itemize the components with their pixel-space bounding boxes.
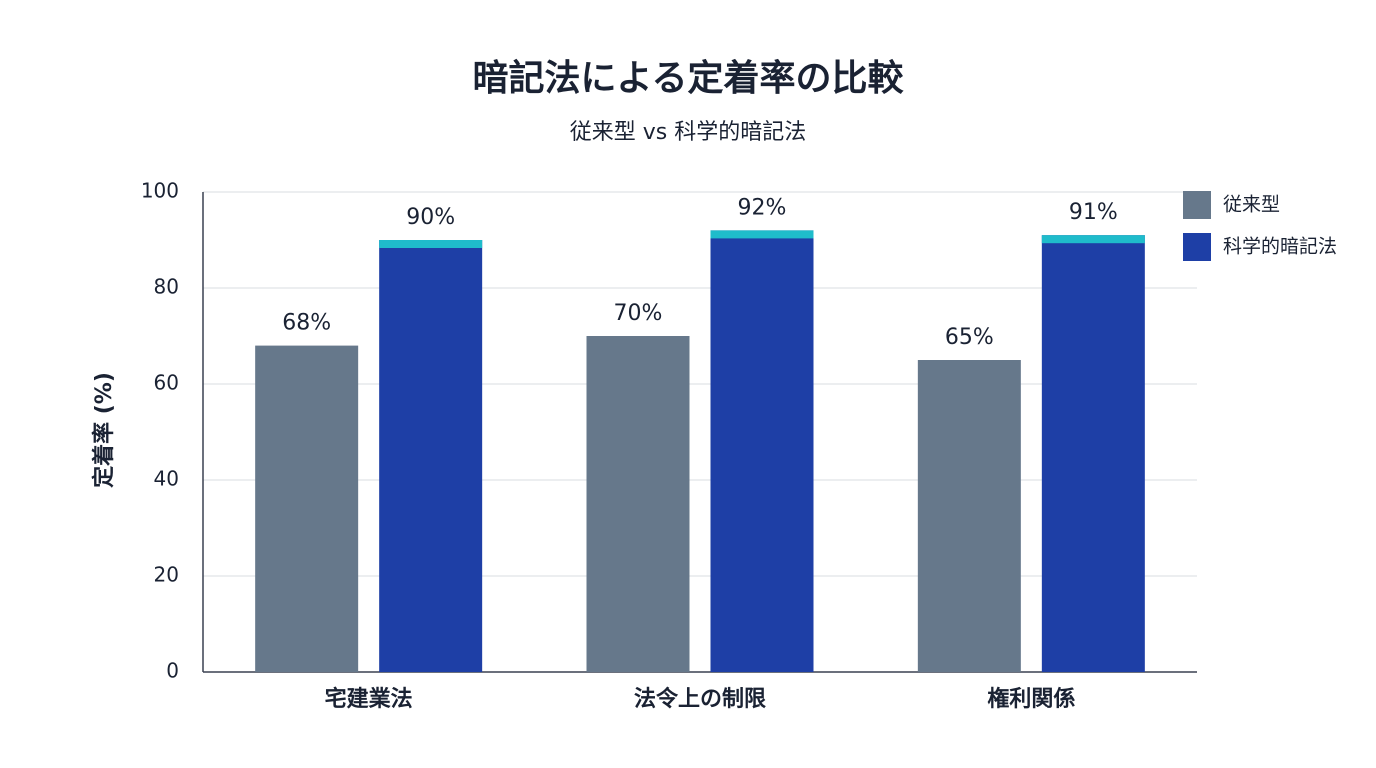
legend-label: 科学的暗記法 — [1223, 236, 1337, 258]
x-tick-label: 宅建業法 — [325, 686, 413, 712]
value-label: 91% — [1069, 200, 1118, 225]
bar-cap — [379, 240, 483, 248]
x-tick-label: 法令上の制限 — [634, 686, 766, 712]
value-label: 65% — [945, 325, 994, 350]
y-tick-label: 100 — [141, 179, 179, 203]
y-tick-label: 0 — [166, 659, 179, 683]
bar — [1041, 235, 1145, 672]
legend-swatch — [1183, 191, 1211, 219]
y-tick-label: 80 — [154, 275, 179, 299]
y-axis-label: 定着率 (%) — [91, 372, 117, 488]
legend-swatch — [1183, 233, 1211, 261]
bar-cap — [710, 230, 814, 239]
y-tick-label: 60 — [154, 371, 179, 395]
bar — [255, 345, 359, 672]
value-label: 70% — [614, 301, 663, 326]
value-label: 68% — [282, 311, 331, 336]
x-tick-label: 権利関係 — [987, 686, 1075, 712]
y-tick-label: 40 — [154, 467, 179, 491]
value-label: 92% — [738, 195, 787, 220]
bar — [710, 230, 814, 672]
bar — [586, 336, 690, 672]
bar-cap — [1041, 235, 1145, 244]
y-tick-label: 20 — [154, 563, 179, 587]
legend-label: 従来型 — [1223, 194, 1280, 216]
bar — [379, 240, 483, 672]
bar — [917, 360, 1021, 672]
chart-subtitle: 従来型 vs 科学的暗記法 — [570, 120, 806, 145]
value-label: 90% — [406, 205, 455, 230]
chart-title: 暗記法による定着率の比較 — [473, 58, 905, 99]
